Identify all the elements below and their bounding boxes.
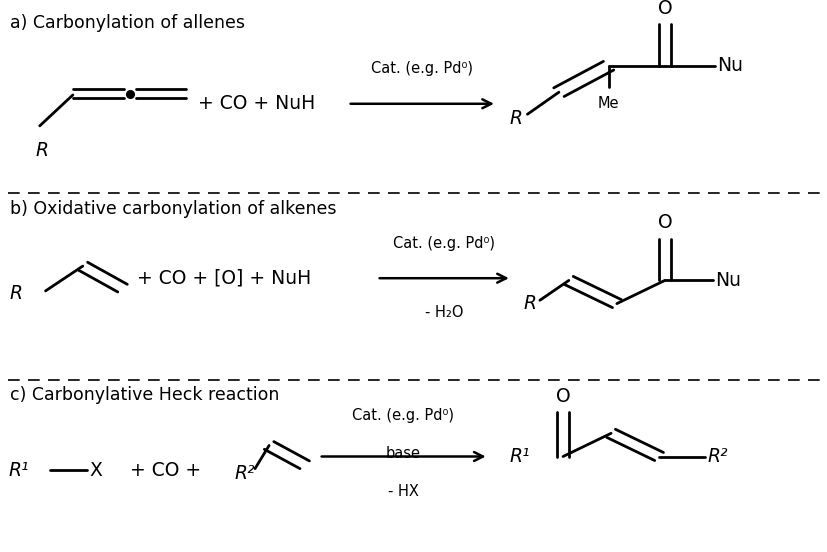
Text: O: O xyxy=(657,0,672,18)
Text: + CO +: + CO + xyxy=(124,461,207,480)
Text: R: R xyxy=(10,284,23,303)
Text: a) Carbonylation of allenes: a) Carbonylation of allenes xyxy=(10,14,245,32)
Text: + CO + NuH: + CO + NuH xyxy=(192,94,315,113)
Text: Nu: Nu xyxy=(715,271,740,290)
Text: Cat. (e.g. Pd⁰): Cat. (e.g. Pd⁰) xyxy=(392,236,495,251)
Text: R¹: R¹ xyxy=(8,461,29,480)
Text: R: R xyxy=(36,141,49,160)
Text: O: O xyxy=(657,214,672,232)
Text: R²: R² xyxy=(234,464,255,482)
Text: R²: R² xyxy=(706,447,727,466)
Text: b) Oxidative carbonylation of alkenes: b) Oxidative carbonylation of alkenes xyxy=(10,200,336,218)
Text: O: O xyxy=(555,387,570,406)
Text: + CO + [O] + NuH: + CO + [O] + NuH xyxy=(131,269,311,288)
Text: Cat. (e.g. Pd⁰): Cat. (e.g. Pd⁰) xyxy=(370,61,473,76)
Text: Nu: Nu xyxy=(716,56,742,75)
Text: X: X xyxy=(89,461,103,480)
Text: base: base xyxy=(385,446,420,461)
Text: Cat. (e.g. Pd⁰): Cat. (e.g. Pd⁰) xyxy=(351,408,454,423)
Text: Me: Me xyxy=(597,96,619,111)
Text: R: R xyxy=(509,109,522,128)
Text: c) Carbonylative Heck reaction: c) Carbonylative Heck reaction xyxy=(10,386,279,405)
Text: R: R xyxy=(523,294,536,313)
Text: - HX: - HX xyxy=(387,484,418,499)
Text: R¹: R¹ xyxy=(509,447,529,466)
Text: - H₂O: - H₂O xyxy=(424,305,462,320)
